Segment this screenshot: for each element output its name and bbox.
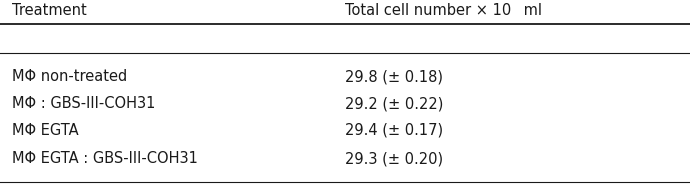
Text: MΦ non-treated: MΦ non-treated <box>12 70 128 84</box>
Text: MΦ EGTA : GBS-III-COH31: MΦ EGTA : GBS-III-COH31 <box>12 151 198 166</box>
Text: 29.2 (± 0.22): 29.2 (± 0.22) <box>345 96 444 111</box>
Text: −1b: −1b <box>542 0 561 1</box>
Text: Treatment: Treatment <box>12 3 87 18</box>
Text: 29.4 (± 0.17): 29.4 (± 0.17) <box>345 123 443 138</box>
Text: Total cell number × 10: Total cell number × 10 <box>345 3 511 18</box>
Text: 29.3 (± 0.20): 29.3 (± 0.20) <box>345 151 443 166</box>
Text: 29.8 (± 0.18): 29.8 (± 0.18) <box>345 70 443 84</box>
Text: MΦ EGTA: MΦ EGTA <box>12 123 79 138</box>
Text: 5: 5 <box>512 0 518 1</box>
Text: MΦ : GBS-III-COH31: MΦ : GBS-III-COH31 <box>12 96 156 111</box>
Text: ml: ml <box>519 3 542 18</box>
